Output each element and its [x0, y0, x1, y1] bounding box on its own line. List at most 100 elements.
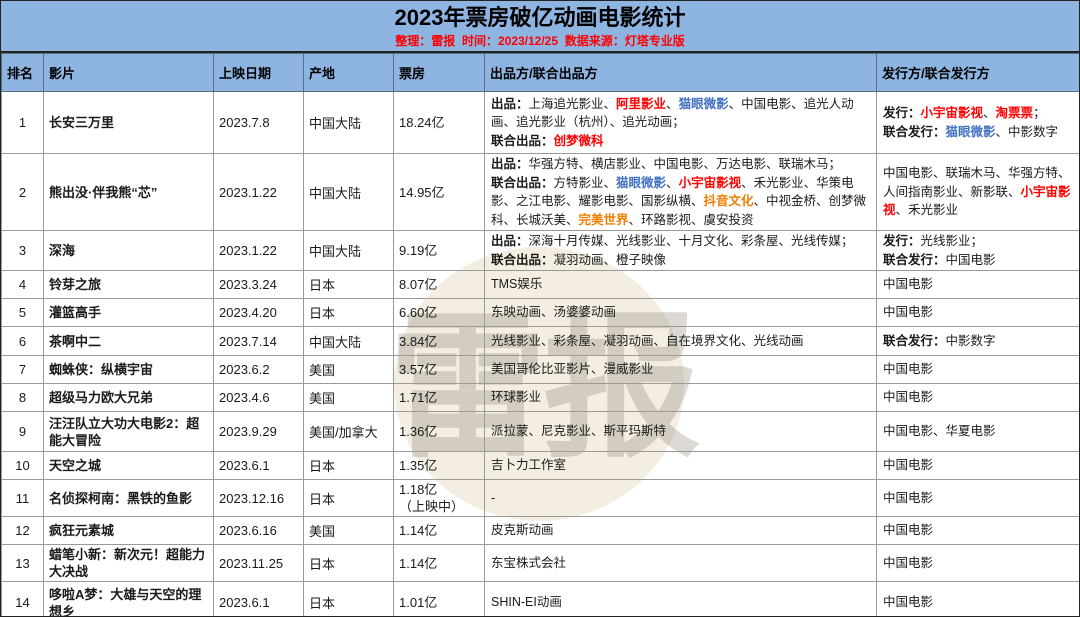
company-text: 中国电影: [883, 277, 934, 292]
distributors-cell: 中国电影: [876, 451, 1079, 480]
company-text: SHIN-EI动画: [491, 595, 562, 610]
distributors-cell: 中国电影: [876, 581, 1079, 616]
producers-cell: 环球影业: [484, 383, 877, 412]
company-text: 联合出品：: [491, 133, 554, 148]
text-line: SHIN-EI动画: [491, 593, 870, 612]
text-line: 吉卜力工作室: [491, 456, 870, 475]
column-header-rank: 排名: [1, 53, 44, 92]
distributors-cell: 中国电影: [876, 544, 1079, 582]
company-text: 、中视金桥、创梦微科、长城沃美、: [491, 194, 867, 227]
distributors-cell: 发行：光线影业； 联合发行：中国电影: [876, 230, 1079, 271]
region-cell: 日本: [303, 270, 394, 299]
text-line: 派拉蒙、尼克影业、斯平玛斯特: [491, 422, 870, 441]
text-line: TMS娱乐: [491, 275, 870, 294]
highlighted-company: 小宇宙影视: [920, 106, 984, 120]
company-text: 出品：: [491, 96, 529, 111]
film-title-cell: 茶啊中二: [43, 326, 214, 356]
movies-table: 排名 影片 上映日期 产地 票房 出品方/联合出品方 发行方/联合发行方 1 长安三万里 202…: [1, 53, 1079, 616]
column-header-film: 影片: [43, 53, 214, 92]
box-office-cell: 1.14亿: [393, 516, 485, 545]
release-date-cell: 2023.1.22: [213, 230, 304, 271]
rank-cell: 7: [1, 355, 44, 384]
table-header-row: 排名 影片 上映日期 产地 票房 出品方/联合出品方 发行方/联合发行方: [1, 53, 1079, 92]
page-subtitle: 整理：雷报 时间：2023/12/25 数据来源：灯塔专业版: [395, 34, 685, 48]
distributors-cell: 中国电影: [876, 479, 1079, 517]
company-text: 中国电影、联瑞木马、华强方特、人间指南影业、新影联、: [883, 166, 1071, 199]
text-line: 环球影业: [491, 388, 870, 407]
text-line: 发行：小宇宙影视、淘票票；: [883, 104, 1075, 123]
film-title-cell: 疯狂元素城: [43, 516, 214, 545]
box-office-cell: 1.18亿 （上映中）: [393, 479, 485, 517]
text-line: 光线影业、彩条屋、凝羽动画、自在境界文化、光线动画: [491, 332, 870, 351]
film-title-cell: 铃芽之旅: [43, 270, 214, 299]
company-text: 中国电影: [883, 490, 934, 505]
table-row: 10 天空之城 2023.6.1 日本 1.35亿 吉卜力工作室 中国电影: [1, 451, 1079, 480]
highlighted-company: 猫眼微影: [616, 175, 667, 190]
box-office-cell: 1.35亿: [393, 451, 485, 480]
region-cell: 中国大陆: [303, 230, 394, 271]
table-row: 3 深海 2023.1.22 中国大陆 9.19亿 出品：深海十月传媒、光线影业、十月文化…: [1, 230, 1079, 271]
company-text: 光线影业；: [920, 234, 984, 248]
text-line: 中国电影: [883, 593, 1075, 612]
company-text: 中国电影: [883, 458, 934, 473]
page-title: 2023年票房破亿动画电影统计: [394, 5, 686, 30]
company-text: 、禾光影业: [895, 203, 959, 218]
company-text: 方特影业、: [553, 175, 617, 190]
company-text: 出品：: [491, 157, 529, 171]
highlighted-company: 小宇宙影视: [678, 175, 742, 190]
company-text: 派拉蒙、尼克影业、斯平玛斯特: [491, 424, 667, 439]
film-title-cell: 哆啦A梦：大雄与天空的理想乡: [43, 581, 214, 616]
box-office-cell: 3.84亿: [393, 326, 485, 356]
distributors-cell: 中国电影: [876, 355, 1079, 384]
company-text: 凝羽动画、橙子映像: [553, 252, 667, 267]
company-text: ；: [1033, 106, 1046, 120]
rank-cell: 6: [1, 326, 44, 356]
film-title-cell: 名侦探柯南：黑铁的鱼影: [43, 479, 214, 517]
highlighted-company: 创梦微科: [553, 133, 604, 148]
company-text: 中国电影: [883, 362, 934, 377]
table-row: 5 灌篮高手 2023.4.20 日本 6.60亿 东映动画、汤婆婆动画 中国电影: [1, 298, 1079, 327]
release-date-cell: 2023.6.16: [213, 516, 304, 545]
producers-cell: 东宝株式会社: [484, 544, 877, 582]
rank-cell: 11: [1, 479, 44, 517]
producers-cell: 吉卜力工作室: [484, 451, 877, 480]
text-line: 东映动画、汤婆婆动画: [491, 303, 870, 322]
text-line: 联合出品：创梦微科: [491, 132, 870, 151]
rank-cell: 3: [1, 230, 44, 271]
table-row: 12 疯狂元素城 2023.6.16 美国 1.14亿 皮克斯动画 中国电影: [1, 516, 1079, 545]
company-text: 光线影业、彩条屋、凝羽动画、自在境界文化、光线动画: [491, 333, 804, 348]
company-text: 联合发行：: [883, 333, 946, 348]
company-text: 美国哥伦比亚影片、漫威影业: [491, 362, 654, 377]
release-date-cell: 2023.6.2: [213, 355, 304, 384]
text-line: 出品：深海十月传媒、光线影业、十月文化、彩条屋、光线传媒；: [491, 232, 870, 251]
text-line: 中国电影: [883, 489, 1075, 508]
company-text: 、: [666, 175, 679, 190]
company-text: 联合出品：: [491, 175, 554, 190]
column-header-box-office: 票房: [393, 53, 485, 92]
region-cell: 日本: [303, 581, 394, 616]
box-office-cell: 6.60亿: [393, 298, 485, 327]
producers-cell: 派拉蒙、尼克影业、斯平玛斯特: [484, 411, 877, 452]
text-line: 出品：华强方特、横店影业、中国电影、万达电影、联瑞木马；: [491, 155, 870, 174]
company-text: 中国电影: [883, 390, 934, 405]
film-title-cell: 蜡笔小新：新次元！超能力大决战: [43, 544, 214, 582]
highlighted-company: 阿里影业: [616, 96, 667, 111]
company-text: 吉卜力工作室: [491, 458, 567, 473]
table-row: 9 汪汪队立大功大电影2：超能大冒险 2023.9.29 美国/加拿大 1.36亿 派拉蒙…: [1, 411, 1079, 452]
table-row: 11 名侦探柯南：黑铁的鱼影 2023.12.16 日本 1.18亿 （上映中） - 中国电…: [1, 479, 1079, 517]
company-text: 东宝株式会社: [491, 555, 567, 570]
box-office-cell: 14.95亿: [393, 153, 485, 231]
rank-cell: 4: [1, 270, 44, 299]
company-text: TMS娱乐: [491, 277, 543, 292]
box-office-cell: 1.71亿: [393, 383, 485, 412]
rank-cell: 5: [1, 298, 44, 327]
company-text: 中国电影: [883, 523, 934, 538]
box-office-cell: 8.07亿: [393, 270, 485, 299]
distributors-cell: 中国电影、联瑞木马、华强方特、人间指南影业、新影联、小宇宙影视、禾光影业: [876, 153, 1079, 231]
rank-cell: 1: [1, 91, 44, 154]
company-text: 东映动画、汤婆婆动画: [491, 305, 617, 320]
box-office-cell: 9.19亿: [393, 230, 485, 271]
box-office-cell: 18.24亿: [393, 91, 485, 154]
text-line: 联合出品：方特影业、猫眼微影、小宇宙影视、禾光影业、华策电影、之江电影、耀影电影…: [491, 174, 870, 230]
